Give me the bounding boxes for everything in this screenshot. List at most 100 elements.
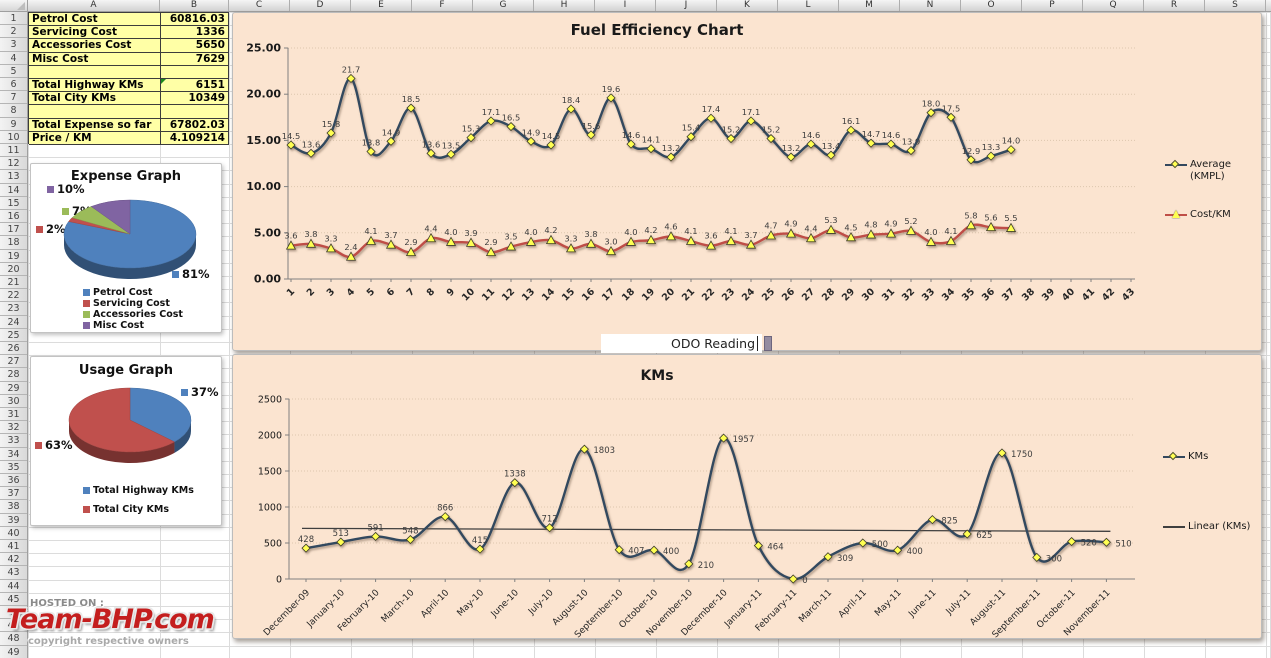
data-point[interactable] <box>825 224 837 234</box>
odo-reading-textbox[interactable]: ODO Reading <box>601 334 762 353</box>
data-point[interactable] <box>645 234 657 244</box>
column-header-K[interactable]: K <box>717 0 778 11</box>
data-point[interactable] <box>905 225 917 235</box>
row-header-28[interactable]: 28 <box>0 368 27 382</box>
data-point[interactable] <box>526 136 536 146</box>
row-header-11[interactable]: 11 <box>0 144 27 158</box>
row-header-26[interactable]: 26 <box>0 342 27 356</box>
row-header-16[interactable]: 16 <box>0 210 27 224</box>
data-point[interactable] <box>371 531 381 542</box>
data-point[interactable] <box>966 155 976 165</box>
data-point[interactable] <box>985 221 997 232</box>
data-point[interactable] <box>485 246 497 257</box>
data-point[interactable] <box>885 228 897 238</box>
row-header-45[interactable]: 45 <box>0 593 27 606</box>
kms-chart[interactable]: 0 500 1000 1500 2000 2500 December-09 January-1… <box>232 354 1262 640</box>
data-point[interactable] <box>706 113 716 123</box>
data-point[interactable] <box>506 121 516 132</box>
row-header-25[interactable]: 25 <box>0 329 27 342</box>
data-point[interactable] <box>285 240 297 250</box>
data-point[interactable] <box>753 541 763 551</box>
row-header-8[interactable]: 8 <box>0 104 27 118</box>
data-point[interactable] <box>405 534 415 545</box>
data-point[interactable] <box>425 232 437 243</box>
row-header-41[interactable]: 41 <box>0 540 27 554</box>
data-point[interactable] <box>301 543 311 553</box>
data-point[interactable] <box>475 544 485 554</box>
row-header-47[interactable]: 47 <box>0 619 27 633</box>
pie-slice[interactable] <box>129 387 192 443</box>
row-header-48[interactable]: 48 <box>0 632 27 646</box>
data-point[interactable] <box>745 239 757 249</box>
cell-A1[interactable]: Petrol Cost <box>29 13 161 27</box>
data-point[interactable] <box>626 139 636 149</box>
row-header-44[interactable]: 44 <box>0 580 27 593</box>
data-point[interactable] <box>666 152 676 162</box>
row-header-30[interactable]: 30 <box>0 395 27 408</box>
data-point[interactable] <box>926 108 936 118</box>
data-point[interactable] <box>366 146 376 157</box>
data-point[interactable] <box>1006 145 1016 155</box>
row-header-43[interactable]: 43 <box>0 566 27 580</box>
data-point[interactable] <box>866 138 876 148</box>
row-header-37[interactable]: 37 <box>0 487 27 501</box>
data-point[interactable] <box>686 132 696 142</box>
column-header-N[interactable]: N <box>900 0 961 11</box>
legend-linear-kms[interactable]: Linear (KMs) <box>1163 521 1250 533</box>
data-point[interactable] <box>505 241 517 251</box>
legend-cost-km[interactable]: Cost/KM <box>1165 209 1231 221</box>
cell-A3[interactable]: Accessories Cost <box>29 39 161 53</box>
data-point[interactable] <box>665 231 677 241</box>
data-point[interactable] <box>788 574 798 584</box>
row-header-7[interactable]: 7 <box>0 91 27 105</box>
row-header-18[interactable]: 18 <box>0 236 27 250</box>
column-header-H[interactable]: H <box>534 0 595 11</box>
data-point[interactable] <box>725 235 737 245</box>
row-header-3[interactable]: 3 <box>0 38 27 52</box>
data-point[interactable] <box>685 235 697 245</box>
data-point[interactable] <box>546 140 556 150</box>
cell-A7[interactable]: Total City KMs <box>29 92 161 106</box>
data-point[interactable] <box>846 125 856 135</box>
data-point[interactable] <box>336 537 346 547</box>
data-point[interactable] <box>386 136 396 146</box>
cell-A8[interactable] <box>29 105 161 119</box>
data-point[interactable] <box>346 73 356 84</box>
data-point[interactable] <box>466 133 476 143</box>
cell-A2[interactable]: Servicing Cost <box>29 26 161 40</box>
column-header-M[interactable]: M <box>839 0 900 11</box>
data-point[interactable] <box>927 515 937 525</box>
data-point[interactable] <box>579 444 589 454</box>
usage-pie-chart[interactable]: Usage Graph 37% 63% Total Highway KMs To… <box>30 356 222 526</box>
fuel-efficiency-chart[interactable]: 0.00 5.00 10.00 15.00 20.00 25.00 1 2 3 4 5 6 7 8 9 10 1… <box>232 12 1262 351</box>
data-point[interactable] <box>365 235 377 245</box>
data-point[interactable] <box>826 150 836 160</box>
data-point[interactable] <box>906 145 916 156</box>
data-point[interactable] <box>649 545 659 555</box>
data-point[interactable] <box>785 228 797 238</box>
data-point[interactable] <box>510 478 520 488</box>
column-header-R[interactable]: R <box>1144 0 1205 11</box>
row-header-42[interactable]: 42 <box>0 553 27 567</box>
data-point[interactable] <box>765 230 777 240</box>
data-point[interactable] <box>806 139 816 149</box>
data-point[interactable] <box>845 231 857 242</box>
column-header-Q[interactable]: Q <box>1083 0 1144 11</box>
row-header-13[interactable]: 13 <box>0 170 27 184</box>
data-point[interactable] <box>997 448 1007 458</box>
data-point[interactable] <box>684 559 694 569</box>
data-point[interactable] <box>614 545 624 555</box>
row-header-29[interactable]: 29 <box>0 382 27 395</box>
row-header-4[interactable]: 4 <box>0 52 27 65</box>
row-header-9[interactable]: 9 <box>0 118 27 131</box>
cell-B10[interactable]: 4.109214 <box>161 131 229 145</box>
row-header-46[interactable]: 46 <box>0 606 27 620</box>
data-point[interactable] <box>305 238 317 248</box>
data-point[interactable] <box>746 116 756 126</box>
data-point[interactable] <box>945 235 957 245</box>
data-point[interactable] <box>606 93 616 103</box>
data-point[interactable] <box>566 104 576 114</box>
data-point[interactable] <box>705 240 717 250</box>
column-header-G[interactable]: G <box>473 0 534 11</box>
data-point[interactable] <box>719 433 729 443</box>
